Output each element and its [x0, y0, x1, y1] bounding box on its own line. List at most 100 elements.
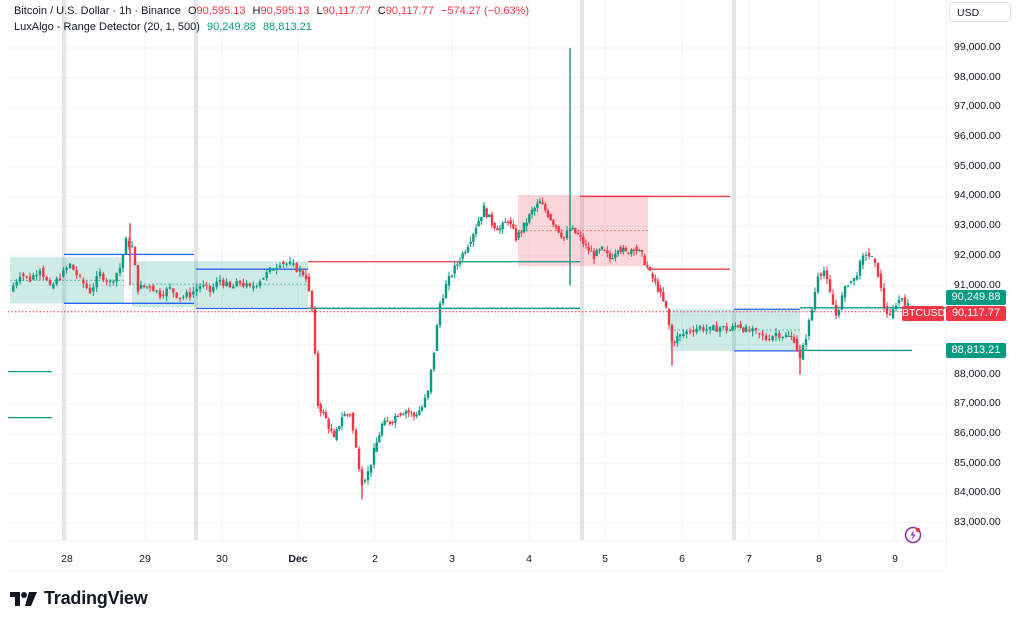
candle-body — [383, 420, 386, 426]
candle-body — [304, 275, 308, 280]
candle-body — [673, 341, 676, 343]
candle-body — [574, 227, 577, 234]
candle-body — [795, 338, 799, 352]
session-separator — [194, 0, 198, 540]
time-tick-label: 3 — [449, 553, 455, 565]
candle-body — [332, 431, 336, 438]
time-tick-label: 28 — [61, 553, 73, 565]
candle-body — [864, 254, 868, 256]
candle-body — [429, 369, 433, 393]
candle-body — [228, 281, 232, 288]
candle-body — [327, 419, 330, 429]
candle-body — [98, 271, 102, 276]
candle-body — [25, 276, 28, 278]
candle-body — [378, 435, 381, 443]
symbol-title: Bitcoin / U.S. Dollar · 1h · Binance — [14, 5, 181, 17]
candle-body — [218, 280, 222, 282]
candle-body — [514, 228, 518, 241]
candle-body — [354, 430, 358, 448]
time-axis[interactable]: 28 29 30 Dec 2 3 4 5 6 7 8 9 — [8, 540, 946, 572]
candlestick-chart[interactable] — [8, 0, 946, 540]
candle-body — [112, 281, 115, 283]
candle-body — [469, 241, 472, 244]
symbol-legend-row[interactable]: Bitcoin / U.S. Dollar · 1h · Binance O90… — [14, 3, 533, 19]
candle-body — [778, 333, 781, 338]
candle-body — [530, 209, 534, 215]
candle-body — [522, 222, 526, 233]
candle-body — [18, 276, 22, 282]
candle-body — [155, 290, 158, 292]
candle-body — [435, 325, 439, 351]
candle-body — [15, 281, 18, 286]
currency-button[interactable]: USD — [949, 2, 1011, 22]
candle-body — [498, 228, 502, 231]
candle-body — [504, 221, 507, 223]
candle-body — [348, 414, 352, 416]
candle-body — [461, 253, 464, 259]
candle-body — [546, 210, 550, 217]
tradingview-logo[interactable]: TradingView — [10, 588, 148, 609]
candle-body — [133, 246, 137, 266]
candle-body — [638, 249, 641, 251]
range-bottom-price-tag: 88,813.21 — [946, 343, 1006, 358]
candle-body — [549, 214, 552, 221]
candle-body — [606, 250, 609, 254]
candle-body — [198, 286, 202, 289]
price-tick-label: 96,000.00 — [954, 130, 1001, 143]
candle-body — [790, 335, 793, 337]
candle-body — [520, 231, 523, 233]
candle-body — [456, 264, 459, 266]
candle-body — [891, 308, 895, 319]
candle-body — [212, 287, 215, 292]
candle-body — [412, 412, 416, 417]
candle-body — [238, 280, 242, 284]
candle-body — [603, 249, 606, 251]
candle-body — [834, 304, 838, 316]
candle-body — [262, 277, 265, 280]
candle-body — [496, 228, 499, 231]
candle-body — [748, 330, 751, 332]
candle-body — [616, 250, 620, 254]
time-tick-label: 6 — [679, 553, 685, 565]
candle-body — [632, 249, 636, 251]
candle-body — [335, 428, 338, 440]
candle-body — [369, 464, 373, 473]
candle-body — [552, 220, 555, 225]
candle-body — [105, 280, 108, 282]
candle-body — [175, 292, 178, 298]
candle-body — [178, 297, 182, 299]
symbol-tag: BTCUSD — [902, 306, 946, 321]
candle-body — [538, 200, 542, 204]
candle-body — [340, 417, 344, 427]
chart-area[interactable] — [8, 0, 946, 540]
candle-body — [849, 280, 853, 283]
candle-body — [501, 222, 504, 230]
lightning-alert-icon[interactable] — [903, 525, 923, 545]
candle-body — [477, 221, 480, 227]
candle-body — [172, 288, 175, 293]
candle-body — [600, 246, 604, 250]
candle-body — [695, 328, 698, 333]
candle-body — [232, 286, 235, 289]
candle-body — [774, 332, 778, 337]
candle-body — [195, 288, 198, 292]
candle-body — [235, 280, 238, 287]
candle-body — [386, 420, 389, 422]
candle-body — [771, 336, 774, 341]
price-tick-label: 87,000.00 — [954, 397, 1001, 410]
candle-body — [268, 267, 272, 272]
price-axis[interactable] — [946, 0, 1024, 570]
candle-body — [517, 231, 520, 239]
time-tick-label: 8 — [816, 553, 822, 565]
indicator-value-bottom: 88,813.21 — [262, 21, 312, 33]
indicator-legend-row[interactable]: LuxAlgo - Range Detector (20, 1, 500) 90… — [14, 19, 533, 35]
candle-body — [579, 235, 582, 237]
price-tick-label: 99,000.00 — [954, 41, 1001, 53]
last-price-tag: 90,117.77 — [946, 306, 1006, 321]
candle-body — [391, 422, 394, 424]
candle-body — [512, 224, 515, 229]
candle-body — [627, 252, 630, 254]
candle-body — [819, 273, 823, 276]
candle-body — [202, 285, 205, 287]
candle-body — [65, 267, 68, 270]
